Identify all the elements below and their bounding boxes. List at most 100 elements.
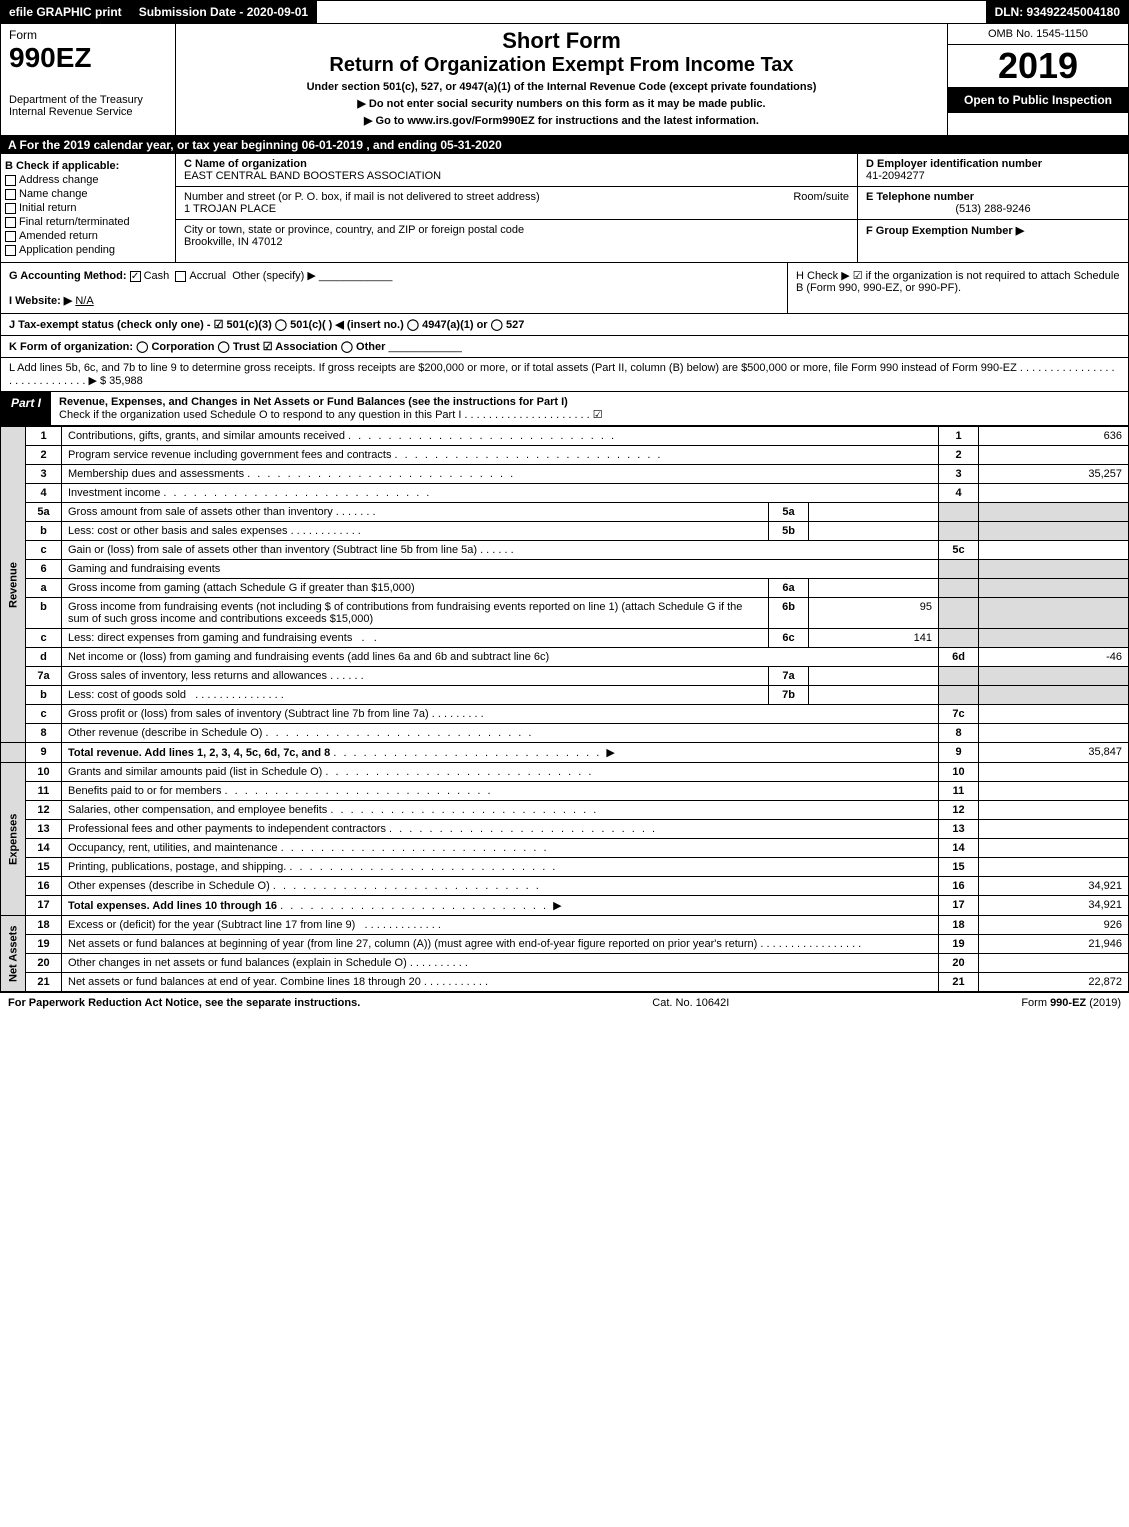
line-14: 14 Occupancy, rent, utilities, and maint… <box>1 839 1129 858</box>
line-17: 17 Total expenses. Add lines 10 through … <box>1 896 1129 916</box>
line-6: 6 Gaming and fundraising events <box>1 560 1129 579</box>
chk-pending[interactable]: Application pending <box>5 244 171 256</box>
line-10: Expenses 10 Grants and similar amounts p… <box>1 763 1129 782</box>
page-footer: For Paperwork Reduction Act Notice, see … <box>0 992 1129 1013</box>
open-public: Open to Public Inspection <box>948 87 1128 113</box>
efile-label: efile GRAPHIC print <box>1 1 131 23</box>
ein-label: D Employer identification number <box>866 158 1042 170</box>
addr-label: Number and street (or P. O. box, if mail… <box>184 191 540 203</box>
tel-block: E Telephone number (513) 288-9246 <box>858 187 1128 220</box>
irs-label: Internal Revenue Service <box>9 106 167 118</box>
line-1: Revenue 1 Contributions, gifts, grants, … <box>1 427 1129 446</box>
footer-form: Form 990-EZ (2019) <box>1021 997 1121 1009</box>
under-section: Under section 501(c), 527, or 4947(a)(1)… <box>184 81 939 93</box>
no-ssn-warning: Do not enter social security numbers on … <box>184 97 939 110</box>
chk-address[interactable]: Address change <box>5 174 171 186</box>
chk-name[interactable]: Name change <box>5 188 171 200</box>
street-addr: 1 TROJAN PLACE <box>184 203 276 215</box>
footer-cat: Cat. No. 10642I <box>652 997 729 1009</box>
line-5c: c Gain or (loss) from sale of assets oth… <box>1 541 1129 560</box>
line-9: 9 Total revenue. Add lines 1, 2, 3, 4, 5… <box>1 743 1129 763</box>
group-exempt: F Group Exemption Number ▶ <box>858 220 1128 241</box>
c-name-label: C Name of organization <box>184 158 307 170</box>
goto-link[interactable]: Go to www.irs.gov/Form990EZ for instruct… <box>184 114 939 127</box>
header-right: OMB No. 1545-1150 2019 Open to Public In… <box>948 24 1128 135</box>
part1-sub: Check if the organization used Schedule … <box>59 409 603 421</box>
line-6d: d Net income or (loss) from gaming and f… <box>1 648 1129 667</box>
form-word: Form <box>9 28 167 42</box>
info-grid: B Check if applicable: Address change Na… <box>0 154 1129 263</box>
line-8: 8 Other revenue (describe in Schedule O)… <box>1 724 1129 743</box>
side-revenue: Revenue <box>1 427 26 743</box>
line-6b: b Gross income from fundraising events (… <box>1 598 1129 629</box>
chk-amended[interactable]: Amended return <box>5 230 171 242</box>
line-7a: 7a Gross sales of inventory, less return… <box>1 667 1129 686</box>
part1-header: Part I Revenue, Expenses, and Changes in… <box>0 392 1129 426</box>
room-label: Room/suite <box>793 191 849 203</box>
line-19: 19 Net assets or fund balances at beginn… <box>1 935 1129 954</box>
chk-cash[interactable] <box>130 271 141 282</box>
section-b-title: B Check if applicable: <box>5 160 171 172</box>
part1-title-block: Revenue, Expenses, and Changes in Net As… <box>51 392 1128 425</box>
side-expenses: Expenses <box>1 763 26 916</box>
header-left: Form 990EZ Department of the Treasury In… <box>1 24 176 135</box>
dept-treasury: Department of the Treasury <box>9 94 167 106</box>
line-16: 16 Other expenses (describe in Schedule … <box>1 877 1129 896</box>
chk-final[interactable]: Final return/terminated <box>5 216 171 228</box>
j-label: J Tax-exempt status (check only one) - ☑… <box>9 319 524 331</box>
line-4: 4 Investment income 4 <box>1 484 1129 503</box>
city-value: Brookville, IN 47012 <box>184 236 282 248</box>
city-block: City or town, state or province, country… <box>176 220 857 252</box>
row-gh: G Accounting Method: Cash Accrual Other … <box>0 263 1129 314</box>
section-b: B Check if applicable: Address change Na… <box>1 154 176 262</box>
line-7c: c Gross profit or (loss) from sales of i… <box>1 705 1129 724</box>
line-6a: a Gross income from gaming (attach Sched… <box>1 579 1129 598</box>
omb-number: OMB No. 1545-1150 <box>948 24 1128 45</box>
ein-value: 41-2094277 <box>866 170 925 182</box>
line-18: Net Assets 18 Excess or (deficit) for th… <box>1 916 1129 935</box>
row-j: J Tax-exempt status (check only one) - ☑… <box>0 314 1129 336</box>
line-6c: c Less: direct expenses from gaming and … <box>1 629 1129 648</box>
tel-label: E Telephone number <box>866 191 974 203</box>
city-label: City or town, state or province, country… <box>184 224 524 236</box>
line-7b: b Less: cost of goods sold . . . . . . .… <box>1 686 1129 705</box>
website-value: N/A <box>75 295 93 307</box>
line-2: 2 Program service revenue including gove… <box>1 446 1129 465</box>
g-label: G Accounting Method: <box>9 270 127 282</box>
ein-block: D Employer identification number 41-2094… <box>858 154 1128 187</box>
part1-table: Revenue 1 Contributions, gifts, grants, … <box>0 426 1129 992</box>
tax-year: 2019 <box>948 45 1128 87</box>
tel-value: (513) 288-9246 <box>866 203 1120 215</box>
chk-accrual[interactable] <box>175 271 186 282</box>
form-header: Form 990EZ Department of the Treasury In… <box>0 24 1129 136</box>
row-k: K Form of organization: ◯ Corporation ◯ … <box>0 336 1129 358</box>
line-20: 20 Other changes in net assets or fund b… <box>1 954 1129 973</box>
row-l: L Add lines 5b, 6c, and 7b to line 9 to … <box>0 358 1129 392</box>
line-5a: 5a Gross amount from sale of assets othe… <box>1 503 1129 522</box>
header-mid: Short Form Return of Organization Exempt… <box>176 24 948 135</box>
section-def: D Employer identification number 41-2094… <box>858 154 1128 262</box>
footer-left: For Paperwork Reduction Act Notice, see … <box>8 997 360 1009</box>
short-form-title: Short Form <box>184 28 939 54</box>
addr-block: Number and street (or P. O. box, if mail… <box>176 187 857 220</box>
i-label: I Website: ▶ <box>9 295 72 307</box>
group-label: F Group Exemption Number ▶ <box>866 225 1024 237</box>
side-netassets: Net Assets <box>1 916 26 992</box>
dln-label: DLN: 93492245004180 <box>987 1 1128 23</box>
chk-initial[interactable]: Initial return <box>5 202 171 214</box>
tax-year-bar: A For the 2019 calendar year, or tax yea… <box>0 136 1129 154</box>
top-bar: efile GRAPHIC print Submission Date - 20… <box>0 0 1129 24</box>
return-title: Return of Organization Exempt From Incom… <box>184 54 939 77</box>
line-13: 13 Professional fees and other payments … <box>1 820 1129 839</box>
org-name: EAST CENTRAL BAND BOOSTERS ASSOCIATION <box>184 170 441 182</box>
accounting-method: G Accounting Method: Cash Accrual Other … <box>1 263 788 313</box>
line-5b: b Less: cost or other basis and sales ex… <box>1 522 1129 541</box>
part1-title: Revenue, Expenses, and Changes in Net As… <box>59 396 568 408</box>
form-number: 990EZ <box>9 42 167 74</box>
line-12: 12 Salaries, other compensation, and emp… <box>1 801 1129 820</box>
schedule-b-check: H Check ▶ ☑ if the organization is not r… <box>788 263 1128 313</box>
topbar-spacer <box>317 1 986 23</box>
section-c: C Name of organization EAST CENTRAL BAND… <box>176 154 858 262</box>
k-label: K Form of organization: ◯ Corporation ◯ … <box>9 341 385 353</box>
submission-date: Submission Date - 2020-09-01 <box>131 1 317 23</box>
